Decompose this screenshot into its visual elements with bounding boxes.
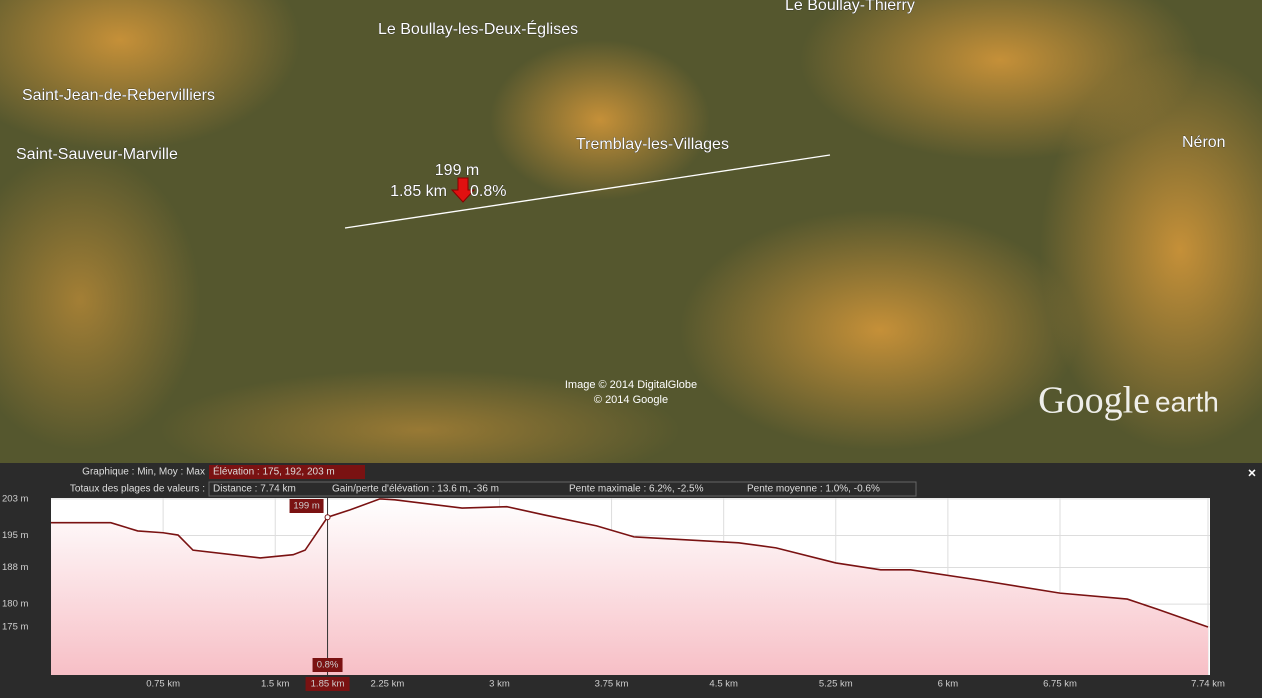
measure-elevation: 199 m [435,162,479,179]
credit: Image © 2014 DigitalGlobe [565,379,697,391]
place-label[interactable]: Tremblay-les-Villages [576,136,730,154]
close-button[interactable]: × [1248,465,1256,481]
cursor-slope: 0.8% [317,660,339,671]
line [51,498,1209,628]
totals-box [208,481,917,497]
y-tick-label: 175 m [2,621,28,632]
logo: earth [1155,386,1219,417]
graph-label: Graphique : Min, Moy : Max [82,467,205,478]
place-label[interactable]: Néron [1182,134,1226,152]
x-tick-label: 4.5 km [709,679,738,690]
relief [0,0,300,150]
elevation-panel: Graphique : Min, Moy : Max Élévation : 1… [0,463,1262,693]
relief [0,150,200,450]
credit: © 2014 Google [594,394,668,406]
y-tick-label: 188 m [2,562,28,573]
relief [680,210,1080,450]
plot: 203 m 195 m 188 m 180 m 175 m 0.75 km 1.5 km 2.… [2,493,1225,691]
relief [490,40,710,200]
x-tick-label: 6.75 km [1043,679,1077,690]
x-tick-label: 3.75 km [595,679,629,690]
x-tick-label: 6 km [938,679,959,690]
x-tick-label: 3 km [489,679,510,690]
position-arrow [450,177,476,203]
stat-box [209,465,365,479]
distance: Distance : 7.74 km [213,484,296,495]
y-tick-label: 180 m [2,599,28,610]
cursor-elevation: 199 m [293,501,319,512]
measure-slope: 0.8% [470,183,506,200]
map-view[interactable]: Le Boullay-les-Deux-Églises Le Boullay-T… [0,0,1262,490]
x-tick-label: 2.25 km [370,679,404,690]
max-slope: Pente maximale : 6.2%, -2.5% [569,484,704,495]
y-tick-label: 195 m [2,530,28,541]
gain-loss: Gain/perte d'élévation : 13.6 m, -36 m [332,484,499,495]
x-tick-label: 0.75 km [146,679,180,690]
relief [160,370,680,490]
place-label[interactable]: Le Boullay-les-Deux-Églises [378,19,579,39]
measure-path [344,154,831,229]
x-tick-label: 5.25 km [819,679,853,690]
logo: Google [1038,380,1150,422]
place-label[interactable]: Le Boullay-Thierry [785,0,915,15]
cursor-label-bg [289,499,324,513]
x-tick-label: 7.74 km [1191,679,1225,690]
totals-label: Totaux des plages de valeurs : [70,484,205,495]
relief [1040,50,1262,450]
cursor-label-bg [305,677,350,691]
measure-distance: 1.85 km [390,183,447,200]
place-label[interactable]: Saint-Sauveur-Marville [16,146,179,164]
y-tick-label: 203 m [2,493,28,504]
elevation-stats: Élévation : 175, 192, 203 m [213,465,335,478]
x-tick-label: 1.5 km [261,679,290,690]
area [51,498,1208,675]
place-label[interactable]: Saint-Jean-de-Rebervilliers [22,87,216,105]
cursor-distance: 1.85 km [311,679,345,690]
cursor-point [324,514,331,521]
avg-slope: Pente moyenne : 1.0%, -0.6% [747,484,880,495]
cursor-label-bg [312,658,343,672]
